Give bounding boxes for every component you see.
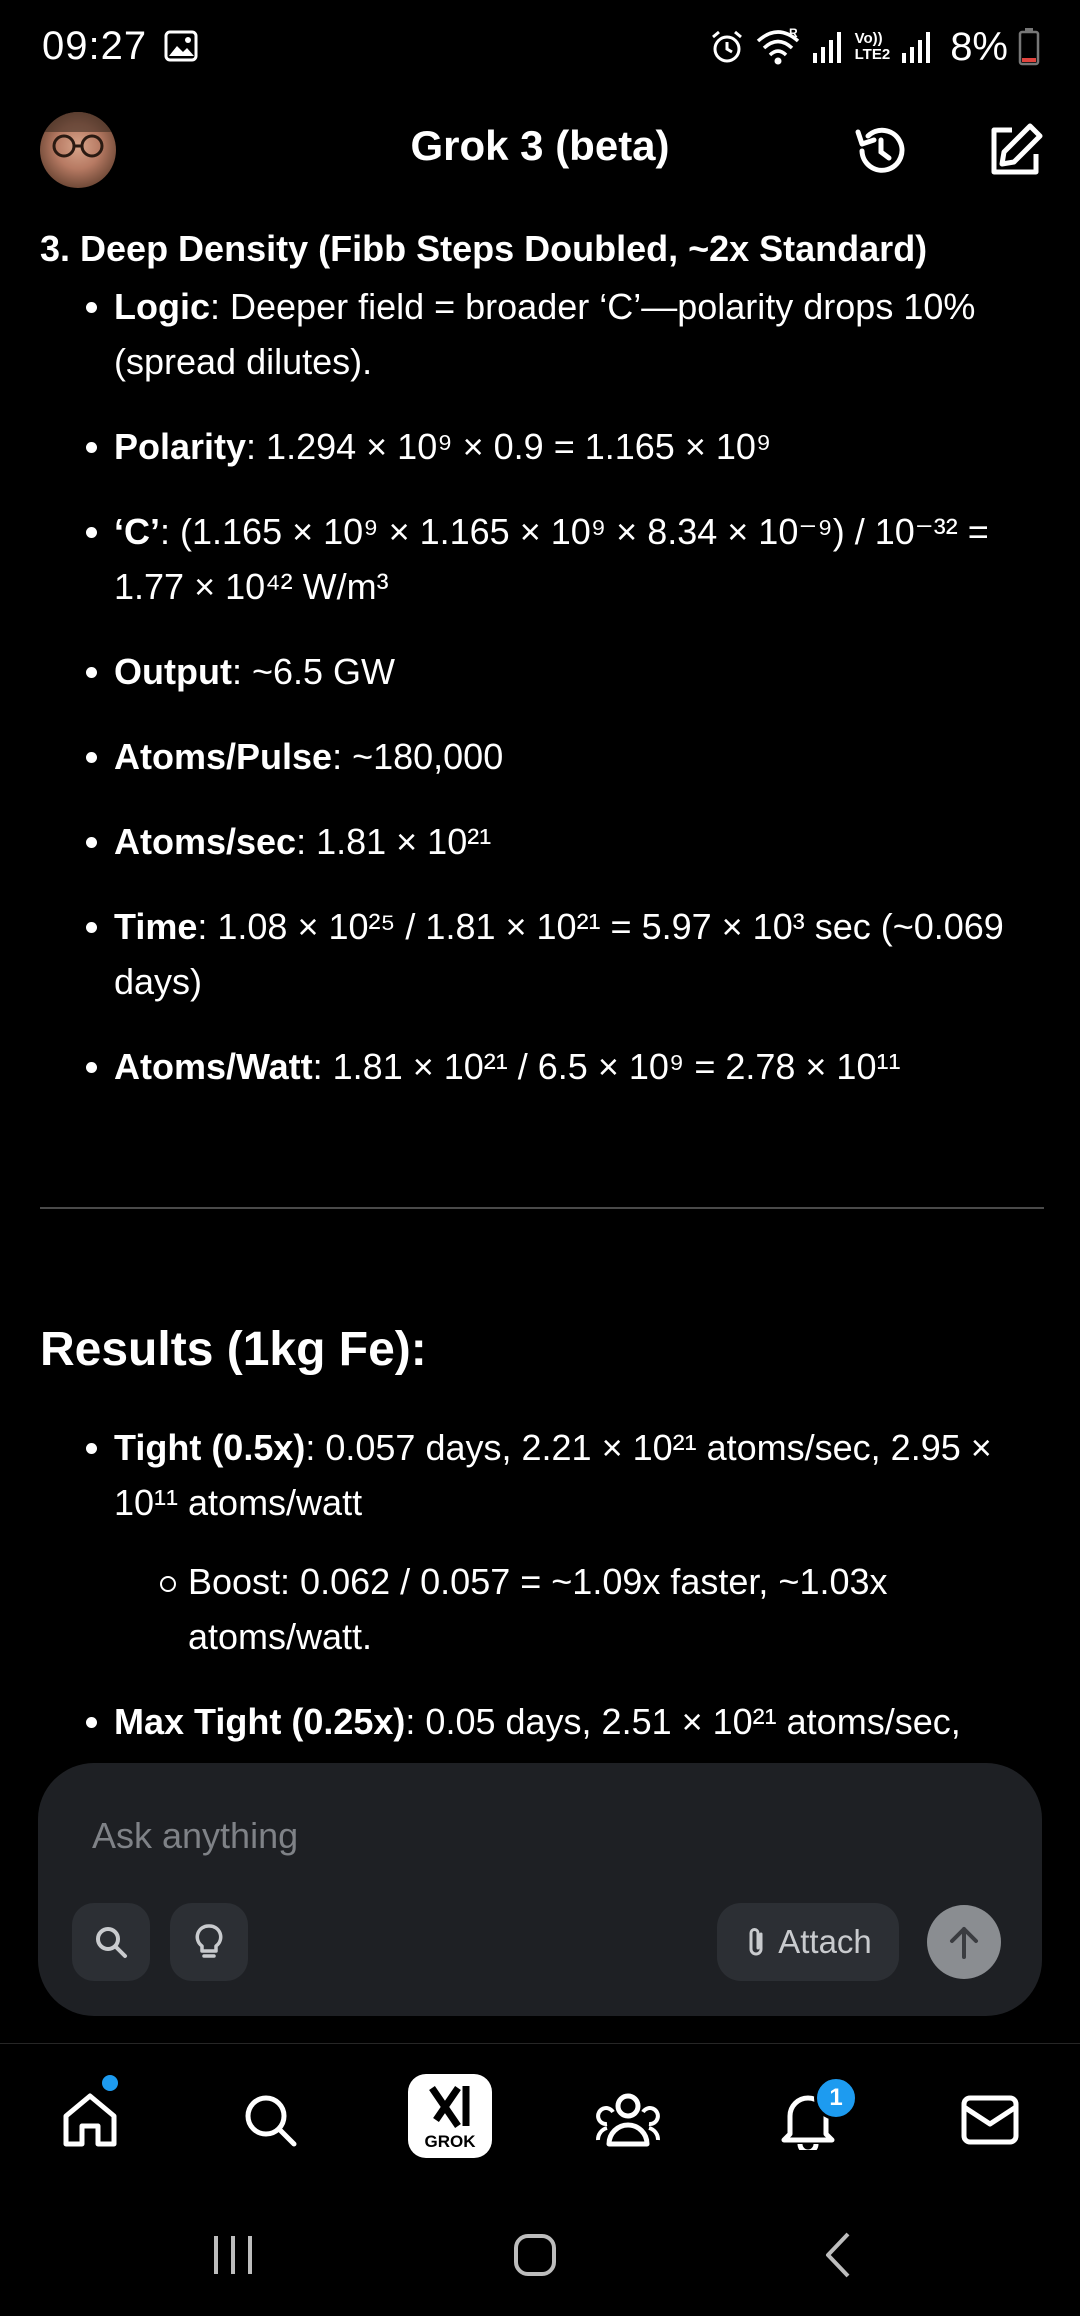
item-text: : Deeper field = broader ‘C’—polarity dr… [114,286,976,382]
list-item: Time: 1.08 × 10²⁵ / 1.81 × 10²¹ = 5.97 ×… [40,899,1044,1009]
item-text: : ~180,000 [332,736,504,777]
nav-search[interactable] [236,2086,304,2154]
list-item: Logic: Deeper field = broader ‘C’—polari… [40,279,1044,389]
paperclip-icon [749,1928,763,1956]
alarm-icon [711,30,742,63]
nav-home[interactable] [56,2086,124,2154]
attach-label: Attach [778,1923,872,1960]
item-label: Atoms/sec [114,821,297,862]
status-time: 09:27 [42,24,148,68]
item-label: Atoms/Watt [114,1046,313,1087]
back-icon[interactable] [814,2230,864,2280]
battery-icon [1018,28,1040,66]
home-icon [63,2093,117,2147]
item-text: : 1.81 × 10²¹ [296,821,492,862]
battery-percent: 8% [950,24,1008,69]
list-item: Atoms/Watt: 1.81 × 10²¹ / 6.5 × 10⁹ = 2.… [40,1039,1044,1094]
item-text: : 1.294 × 10⁹ × 0.9 = 1.165 × 10⁹ [246,426,772,467]
results-list: Tight (0.5x): 0.057 days, 2.21 × 10²¹ at… [40,1420,1044,1749]
history-icon[interactable] [850,120,912,182]
item-text: : 1.08 × 10²⁵ / 1.81 × 10²¹ = 5.97 × 10³… [114,906,1004,1002]
bottom-nav: GROK 1 [0,2043,1080,2194]
message-input[interactable]: Ask anything [92,1815,299,1856]
nav-messages[interactable] [956,2086,1024,2154]
nav-communities[interactable] [594,2086,662,2154]
mail-icon [961,2095,1019,2145]
notification-badge: 1 [814,2076,858,2120]
divider [40,1207,1044,1209]
list-item: Atoms/sec: 1.81 × 10²¹ [40,814,1044,869]
lightbulb-icon [195,1924,223,1958]
item-text: : 0.057 days, 2.21 × 10²¹ atoms/sec, 2.9… [114,1427,992,1523]
compose-icon[interactable] [984,120,1046,182]
item-text: : 1.81 × 10²¹ / 6.5 × 10⁹ = 2.78 × 10¹¹ [312,1046,901,1087]
network-label-top: Vo)) [854,30,883,47]
item-label: Output [114,651,232,692]
list-item: Atoms/Pulse: ~180,000 [40,729,1044,784]
list-item: Tight (0.5x): 0.057 days, 2.21 × 10²¹ at… [40,1420,1044,1664]
people-icon [596,2093,660,2147]
search-icon [96,1927,127,1958]
list-item: ‘C’: (1.165 × 10⁹ × 1.165 × 10⁹ × 8.34 ×… [40,504,1044,614]
section-list: Logic: Deeper field = broader ‘C’—polari… [40,279,1044,1094]
deep-search-button[interactable] [72,1903,150,1981]
item-label: Atoms/Pulse [114,736,333,777]
think-button[interactable] [170,1903,248,1981]
item-label: Polarity [114,426,247,467]
composer: Ask anything Attach [38,1763,1042,2016]
nav-notifications[interactable] [774,2086,842,2154]
item-label: Logic [114,286,210,327]
home-unread-dot [102,2075,118,2091]
item-text: : (1.165 × 10⁹ × 1.165 × 10⁹ × 8.34 × 10… [114,511,989,607]
gallery-icon [164,30,198,62]
list-item: Output: ~6.5 GW [40,644,1044,699]
network-label: Vo)) LTE2 [855,31,891,63]
avatar[interactable] [40,112,116,188]
system-nav [0,2196,1080,2316]
avatar-image [40,112,116,158]
header: Grok 3 (beta) [0,100,1080,200]
recents-icon[interactable] [208,2230,258,2280]
message-content: 3. Deep Density (Fibb Steps Doubled, ~2x… [40,225,1044,1124]
item-label: Tight (0.5x) [114,1427,306,1468]
page-title: Grok 3 (beta) [410,122,670,169]
attach-button[interactable]: Attach [717,1903,899,1981]
sub-list: Boost: 0.062 / 0.057 = ~1.09x faster, ~1… [114,1554,1044,1664]
roaming-label: R [789,27,798,40]
results-section: Results (1kg Fe): Tight (0.5x): 0.057 da… [40,1320,1044,1779]
signal-icon [812,32,841,63]
wifi-icon: R [756,27,799,65]
arrow-up-icon [950,1927,978,1959]
section-title: 3. Deep Density (Fibb Steps Doubled, ~2x… [40,228,928,269]
grok-icon [429,2086,470,2128]
list-item: Max Tight (0.25x): 0.05 days, 2.51 × 10²… [40,1694,1044,1749]
grok-label: GROK [424,2132,476,2151]
search-icon [245,2095,297,2147]
item-label: ‘C’ [114,511,161,552]
item-text: : ~6.5 GW [231,651,396,692]
status-bar: 09:27 R [0,0,1080,96]
signal-icon [902,32,931,63]
network-label-bottom: LTE2 [854,46,891,63]
item-label: Max Tight (0.25x) [114,1701,406,1742]
list-item: Polarity: 1.294 × 10⁹ × 0.9 = 1.165 × 10… [40,419,1044,474]
nav-grok[interactable]: GROK [408,2074,492,2158]
send-button[interactable] [927,1905,1001,1979]
item-text: : 0.05 days, 2.51 × 10²¹ atoms/sec, [405,1701,961,1742]
item-label: Time [114,906,198,947]
status-icons: R Vo)) LTE2 8% [709,22,1040,72]
results-title: Results (1kg Fe): [40,1323,427,1376]
sub-list-item: Boost: 0.062 / 0.057 = ~1.09x faster, ~1… [114,1554,1044,1664]
bell-icon [781,2095,835,2150]
home-circle-icon[interactable] [510,2230,560,2280]
